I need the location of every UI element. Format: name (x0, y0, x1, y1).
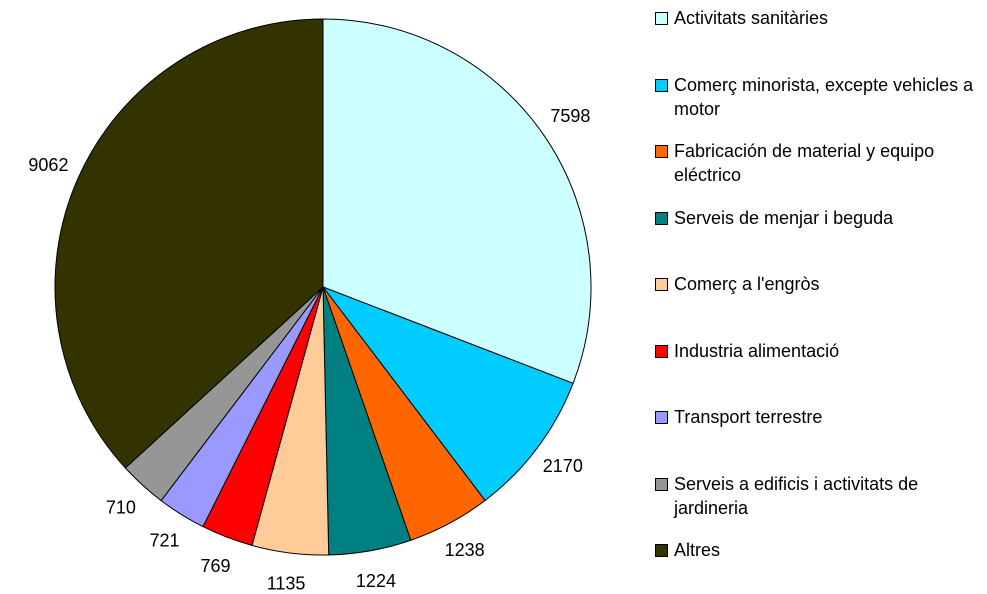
legend-swatch (655, 411, 668, 424)
legend-swatch (655, 344, 668, 358)
data-label: 9062 (28, 155, 68, 175)
legend-item: Industria alimentació (655, 339, 980, 363)
legend-label: Activitats sanitàries (674, 8, 829, 28)
legend-label: Fabricación de material y equipo eléctri… (674, 141, 935, 185)
legend-swatch (655, 544, 668, 557)
legend-item: Comerç a l'engròs (655, 272, 980, 296)
data-label: 1238 (445, 540, 485, 560)
legend-item: Serveis de menjar i beguda (655, 206, 980, 230)
legend-swatch (655, 211, 668, 225)
legend-swatch (655, 278, 668, 291)
legend-item: Activitats sanitàries (655, 6, 980, 30)
legend-item: Fabricación de material y equipo eléctri… (655, 139, 980, 187)
data-label: 7598 (550, 106, 590, 126)
legend-item: Comerç minorista, excepte vehicles a mot… (655, 73, 980, 121)
legend-label: Serveis de menjar i beguda (674, 207, 894, 228)
pie-slice (322, 18, 592, 384)
legend-swatch (655, 477, 668, 491)
legend-label: Transport terrestre (674, 407, 823, 427)
pie-slice (321, 285, 574, 502)
data-label: 2170 (543, 456, 583, 476)
legend-swatch (655, 145, 668, 158)
legend-label: Serveis a edificis i activitats de jardi… (674, 473, 919, 518)
legend-item: Transport terrestre (655, 405, 980, 429)
legend-item: Altres (655, 538, 980, 562)
pie-slice (54, 18, 324, 469)
legend-swatch (655, 12, 668, 25)
legend-item: Serveis a edificis i activitats de jardi… (655, 472, 980, 520)
data-label: 710 (106, 497, 136, 517)
pie-area: 7598 2170 1238 1224 1135 769 721 710 9062 (28, 18, 592, 593)
data-label: 769 (201, 556, 231, 576)
legend-label: Comerç a l'engròs (674, 274, 820, 294)
legend-label: Industria alimentació (674, 340, 840, 361)
data-label: 1135 (267, 573, 306, 593)
legend-swatch (655, 78, 668, 92)
data-label: 721 (150, 530, 180, 550)
data-label: 1224 (356, 571, 396, 591)
legend-label: Comerç minorista, excepte vehicles a mot… (674, 74, 974, 119)
legend-label: Altres (674, 540, 721, 560)
